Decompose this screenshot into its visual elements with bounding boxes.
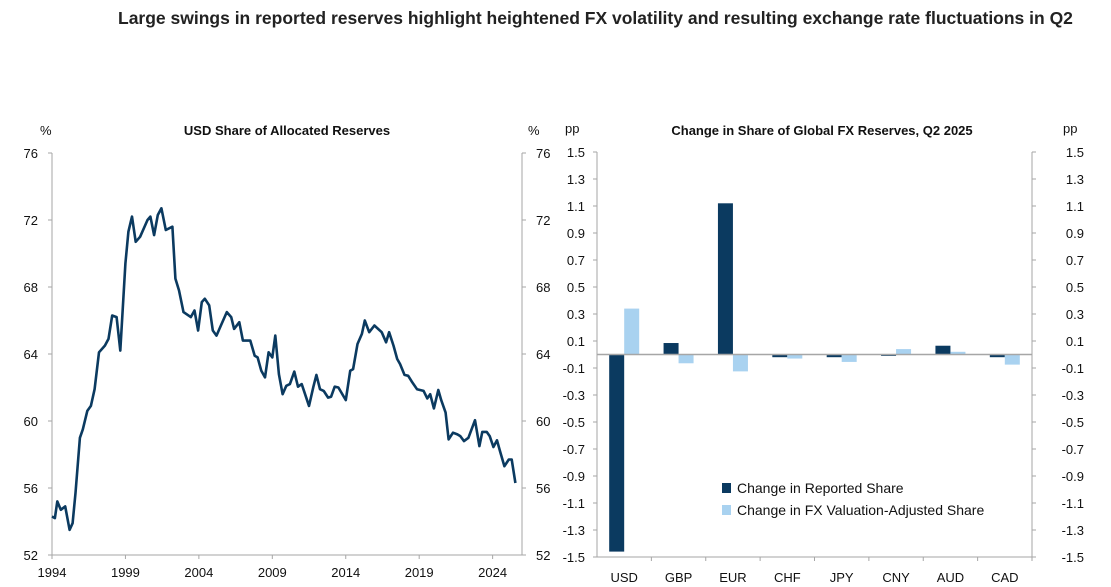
x-tick-label: 1999: [111, 565, 140, 580]
bar-cny-series-2: [896, 349, 912, 355]
y-tick-label-right: -0.9: [1062, 469, 1084, 484]
bar-aud-series-2: [950, 351, 966, 355]
y-tick-label-left: -1.3: [563, 523, 585, 538]
x-tick-label: 2019: [405, 565, 434, 580]
y-tick-label-right: 0.9: [1066, 226, 1084, 241]
y-tick-label-left: 72: [24, 213, 38, 228]
y-tick-label-left: -0.3: [563, 388, 585, 403]
y-tick-label-right: 1.5: [1066, 145, 1084, 160]
y-tick-label-right: 60: [536, 414, 550, 429]
bar-usd-series-2: [624, 308, 640, 355]
x-tick-label-eur: EUR: [719, 570, 746, 585]
y-tick-label-right: 56: [536, 481, 550, 496]
x-tick-label-chf: CHF: [774, 570, 801, 585]
right-y-unit-left: pp: [565, 121, 579, 136]
y-tick-label-right: 68: [536, 280, 550, 295]
y-tick-label-right: 0.7: [1066, 253, 1084, 268]
bar-aud-series-1: [935, 345, 951, 355]
x-tick-label-jpy: JPY: [830, 570, 854, 585]
y-tick-label-left: 1.1: [567, 199, 585, 214]
x-tick-label-aud: AUD: [937, 570, 964, 585]
y-tick-label-left: -1.1: [563, 496, 585, 511]
y-tick-label-left: 0.7: [567, 253, 585, 268]
y-tick-label-right: 1.3: [1066, 172, 1084, 187]
y-tick-label-left: -0.9: [563, 469, 585, 484]
y-tick-label-left: 0.5: [567, 280, 585, 295]
bar-gbp-series-2: [678, 354, 694, 364]
usd-share-chart: USD Share of Allocated Reserves % % 52 52…: [24, 123, 551, 580]
legend-swatch: [722, 483, 731, 493]
bar-chf-series-2: [787, 354, 803, 359]
fx-share-change-chart: Change in Share of Global FX Reserves, Q…: [563, 121, 1084, 585]
x-tick-label: 1994: [38, 565, 67, 580]
y-tick-label-left: 64: [24, 347, 38, 362]
left-chart-title: USD Share of Allocated Reserves: [184, 123, 390, 138]
bar-gbp-series-1: [663, 343, 679, 355]
y-tick-label-left: 0.1: [567, 334, 585, 349]
y-tick-label-left: 0.9: [567, 226, 585, 241]
y-tick-label-right: -1.3: [1062, 523, 1084, 538]
bar-jpy-series-2: [841, 354, 857, 362]
y-tick-label-right: -0.3: [1062, 388, 1084, 403]
bar-eur-series-1: [717, 203, 733, 355]
y-tick-label-left: -1.5: [563, 550, 585, 565]
y-tick-label-right: 52: [536, 548, 550, 563]
y-tick-label-right: 72: [536, 213, 550, 228]
y-tick-label-right: 0.5: [1066, 280, 1084, 295]
left-y-unit-right: %: [528, 123, 540, 138]
legend-label: Change in FX Valuation-Adjusted Share: [737, 502, 984, 518]
y-tick-label-left: -0.7: [563, 442, 585, 457]
x-tick-label: 2004: [184, 565, 213, 580]
left-y-unit-left: %: [40, 123, 52, 138]
y-tick-label-left: 1.3: [567, 172, 585, 187]
bar-cad-series-2: [1004, 354, 1020, 365]
y-tick-label-left: 68: [24, 280, 38, 295]
x-tick-label: 2024: [478, 565, 507, 580]
right-y-unit-right: pp: [1063, 121, 1077, 136]
bar-jpy-series-1: [826, 354, 842, 358]
bar-cad-series-1: [989, 354, 1005, 358]
legend-swatch: [722, 505, 731, 515]
y-tick-label-left: 1.5: [567, 145, 585, 160]
usd-share-line: [51, 207, 517, 532]
y-tick-label-left: -0.5: [563, 415, 585, 430]
y-tick-label-right: 64: [536, 347, 550, 362]
page-title: Large swings in reported reserves highli…: [118, 8, 1073, 28]
y-tick-label-left: 56: [24, 481, 38, 496]
y-tick-label-left: 76: [24, 146, 38, 161]
y-tick-label-left: 0.3: [567, 307, 585, 322]
x-tick-label-gbp: GBP: [665, 570, 692, 585]
y-tick-label-left: -0.1: [563, 361, 585, 376]
x-tick-label-cny: CNY: [882, 570, 910, 585]
y-tick-label-right: 0.3: [1066, 307, 1084, 322]
bar-chf-series-1: [772, 354, 788, 358]
bar-eur-series-2: [732, 354, 748, 372]
y-tick-label-right: 76: [536, 146, 550, 161]
y-tick-label-right: -0.5: [1062, 415, 1084, 430]
x-tick-label-usd: USD: [610, 570, 637, 585]
y-tick-label-right: -0.1: [1062, 361, 1084, 376]
right-chart-title: Change in Share of Global FX Reserves, Q…: [671, 123, 972, 138]
x-tick-label: 2009: [258, 565, 287, 580]
y-tick-label-left: 52: [24, 548, 38, 563]
y-tick-label-right: -1.5: [1062, 550, 1084, 565]
y-tick-label-left: 60: [24, 414, 38, 429]
x-tick-label: 2014: [331, 565, 360, 580]
x-tick-label-cad: CAD: [991, 570, 1018, 585]
bar-usd-series-1: [609, 354, 625, 552]
y-tick-label-right: -1.1: [1062, 496, 1084, 511]
legend-label: Change in Reported Share: [737, 480, 904, 496]
y-tick-label-right: 0.1: [1066, 334, 1084, 349]
y-tick-label-right: 1.1: [1066, 199, 1084, 214]
y-tick-label-right: -0.7: [1062, 442, 1084, 457]
